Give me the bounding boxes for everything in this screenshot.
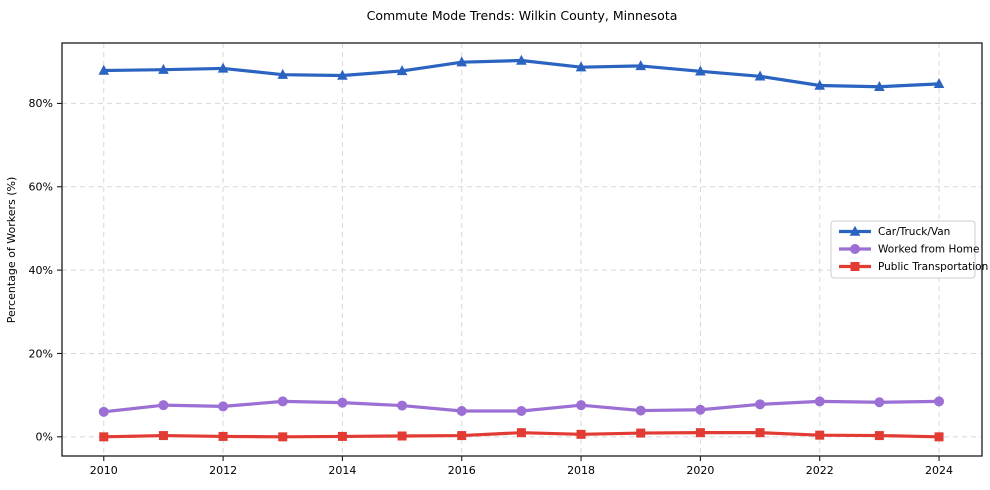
marker-triangle-car-truck-van [933,78,945,89]
marker-triangle-car-truck-van [516,54,527,65]
marker-circle-worked-from-home [576,400,587,411]
x-tick-label: 2018 [567,464,595,477]
x-tick-label: 2024 [925,464,953,477]
marker-triangle-car-truck-van [754,70,766,81]
y-tick-label: 80% [29,97,53,110]
marker-circle-worked-from-home [695,404,706,415]
marker-circle-worked-from-home [158,400,169,411]
marker-circle-worked-from-home [934,396,945,407]
marker-triangle-car-truck-van [456,56,468,67]
marker-square-public-transportation [158,431,168,441]
y-tick-label: 40% [29,264,53,277]
y-tick-label: 20% [29,347,53,360]
marker-square-public-transportation [874,431,884,441]
marker-square-public-transportation [397,431,407,441]
marker-square-public-transportation [278,432,288,442]
legend-label-public-transportation: Public Transportation [878,261,988,273]
marker-square-public-transportation [636,428,646,438]
x-tick-label: 2020 [686,464,714,477]
marker-square-public-transportation [576,429,586,439]
marker-circle-worked-from-home [456,405,467,416]
marker-triangle-car-truck-van [874,80,885,91]
marker-square-public-transportation [934,432,944,442]
marker-circle-worked-from-home [397,400,408,411]
y-tick-label: 60% [29,181,53,194]
marker-triangle-car-truck-van [575,61,587,72]
x-tick-label: 2012 [209,464,237,477]
marker-triangle-car-truck-van [98,64,110,75]
marker-circle-worked-from-home [755,399,766,410]
plot-area: 2010 2012 2014 2016 2018 2020 2022 2024 0% 20% 40%… [29,42,988,477]
marker-square-public-transportation [337,431,347,441]
y-tick-label: 0% [36,431,53,444]
marker-triangle-car-truck-van [337,69,348,80]
marker-circle-worked-from-home [277,396,288,407]
marker-square-public-transportation [815,430,825,440]
plot-border [61,42,983,457]
marker-triangle-car-truck-van [158,63,169,74]
marker-square-public-transportation [755,428,765,438]
marker-circle-worked-from-home [516,405,527,416]
x-tick-label: 2016 [448,464,476,477]
marker-circle-worked-from-home [98,406,109,417]
x-tick-label: 2010 [90,464,118,477]
legend-box [830,220,976,279]
marker-circle-worked-from-home [337,397,348,408]
marker-triangle-car-truck-van [635,60,647,71]
marker-circle-legend-worked-from-home [850,244,860,254]
y-axis-label: Percentage of Workers (%) [5,177,18,324]
marker-square-public-transportation [516,428,526,438]
marker-square-public-transportation [695,428,705,438]
marker-circle-worked-from-home [874,397,885,408]
legend-label-worked-from-home: Worked from Home [878,244,979,256]
marker-square-public-transportation [457,431,467,441]
marker-square-public-transportation [218,431,228,441]
marker-square-public-transportation [99,432,109,442]
marker-circle-worked-from-home [218,401,229,412]
marker-triangle-car-truck-van [695,65,706,76]
x-tick-label: 2014 [328,464,356,477]
marker-triangle-car-truck-van [396,65,408,76]
marker-triangle-car-truck-van [217,62,229,73]
marker-circle-worked-from-home [814,396,825,407]
marker-triangle-car-truck-van [277,68,289,79]
x-tick-label: 2022 [806,464,834,477]
marker-circle-worked-from-home [635,405,646,416]
chart-title: Commute Mode Trends: Wilkin County, Minn… [367,8,678,23]
marker-triangle-legend-car-truck-van [849,225,861,236]
marker-square-legend-public-transportation [850,262,860,271]
legend-label-car-truck-van: Car/Truck/Van [878,226,950,238]
marker-triangle-car-truck-van [814,79,826,90]
